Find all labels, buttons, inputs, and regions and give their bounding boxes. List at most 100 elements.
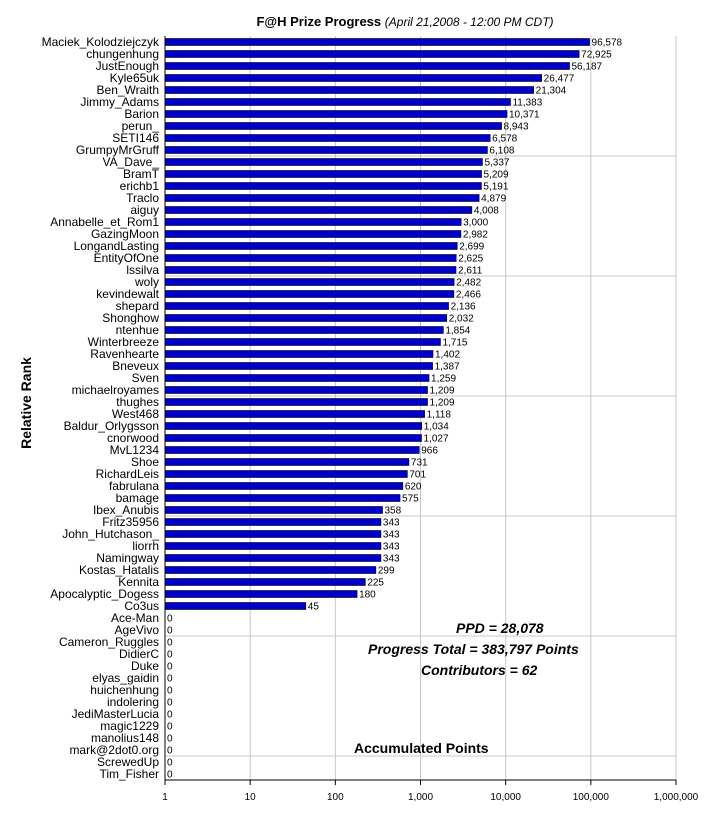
category-label: JediMasterLucia	[72, 707, 160, 721]
bar	[164, 506, 383, 514]
data-label: 0	[167, 710, 173, 721]
bar	[164, 98, 511, 106]
bar	[164, 374, 430, 382]
bar	[164, 410, 425, 418]
bar	[164, 50, 580, 58]
data-label: 6,578	[492, 134, 517, 145]
category-label: Ravenhearte	[90, 347, 159, 361]
data-label: 620	[405, 482, 422, 493]
bar	[164, 326, 444, 334]
category-label: perun_	[122, 119, 160, 133]
data-label: 5,337	[484, 158, 509, 169]
data-label: 2,482	[456, 278, 481, 289]
data-label: 0	[167, 698, 173, 709]
category-label: Sven	[132, 371, 159, 385]
bar	[164, 254, 457, 262]
category-label: Tim_Fisher	[99, 767, 159, 781]
bar	[164, 218, 462, 226]
bar	[164, 542, 382, 550]
bar	[164, 74, 542, 82]
bar	[164, 230, 462, 238]
data-label: 72,925	[581, 50, 612, 61]
bar	[164, 194, 480, 202]
data-label: 358	[385, 506, 402, 517]
bar	[164, 602, 307, 610]
category-label: BramT	[123, 167, 160, 181]
category-label: Kostas_Hatalis	[79, 563, 159, 577]
data-label: 4,879	[481, 194, 506, 205]
data-label: 0	[167, 746, 173, 757]
category-label: erichb1	[120, 179, 160, 193]
x-tick-label: 1,000,000	[654, 792, 699, 803]
data-label: 343	[383, 518, 400, 529]
data-label: 1,715	[442, 338, 467, 349]
bar	[164, 434, 422, 442]
bar	[164, 422, 423, 430]
category-label: VA_Dave_	[103, 155, 160, 169]
category-label: manolius148	[91, 731, 159, 745]
bar	[164, 530, 382, 538]
category-label: chungenhung	[86, 47, 159, 61]
category-label: Kyle65uk	[110, 71, 160, 85]
data-label: 575	[402, 494, 419, 505]
category-label: Shoe	[131, 455, 159, 469]
data-label: 0	[167, 734, 173, 745]
data-label: 1,387	[435, 362, 460, 373]
bar	[164, 170, 482, 178]
x-tick-label: 1,000	[408, 792, 433, 803]
bar	[164, 590, 358, 598]
data-label: 343	[383, 530, 400, 541]
bar	[164, 278, 455, 286]
category-label: Ben_Wraith	[97, 83, 159, 97]
category-label: liorrh	[132, 539, 159, 553]
data-label: 0	[167, 686, 173, 697]
bar	[164, 398, 428, 406]
category-label: Jimmy_Adams	[80, 95, 159, 109]
bar	[164, 158, 483, 166]
category-label: Annabelle_et_Rom1	[50, 215, 159, 229]
category-label: kevindewalt	[96, 287, 159, 301]
category-label: Apocalyptic_Dogess	[50, 587, 159, 601]
data-label: 96,578	[592, 38, 623, 49]
data-label: 2,032	[449, 314, 474, 325]
bar	[164, 518, 382, 526]
bar	[164, 110, 508, 118]
chart-title: F@H Prize Progress	[256, 14, 382, 29]
category-label: AgeVivo	[115, 623, 160, 637]
bar	[164, 458, 410, 466]
category-label: huichenhung	[90, 683, 159, 697]
data-label: 10,371	[509, 110, 540, 121]
data-label: 1,118	[427, 410, 452, 421]
data-label: 1,209	[430, 386, 455, 397]
data-label: 1,034	[424, 422, 449, 433]
bar	[164, 146, 488, 154]
chart-title-block: F@H Prize Progress (April 21,2008 - 12:0…	[0, 14, 710, 29]
data-label: 180	[359, 590, 376, 601]
category-label: GrumpyMrGruff	[76, 143, 160, 157]
bar	[164, 470, 408, 478]
category-label: Maciek_Kolodziejczyk	[42, 35, 160, 49]
data-label: 0	[167, 770, 173, 781]
data-label: 299	[378, 566, 395, 577]
data-label: 26,477	[544, 74, 575, 85]
x-tick-label: 100,000	[573, 792, 610, 803]
category-label: Winterbreeze	[88, 335, 160, 349]
data-label: 4,008	[474, 206, 499, 217]
bar	[164, 182, 482, 190]
data-label: 5,191	[483, 182, 508, 193]
x-tick-label: 10,000	[490, 792, 521, 803]
progress-total-annotation: Progress Total = 383,797 Points	[368, 641, 579, 657]
category-label: mark@2dot0.org	[69, 743, 159, 757]
bar	[164, 554, 382, 562]
category-label: elyas_gaidin	[92, 671, 159, 685]
category-label: Baldur_Orlygsson	[64, 419, 159, 433]
data-label: 731	[411, 458, 428, 469]
data-label: 1,259	[431, 374, 456, 385]
category-label: cnorwood	[107, 431, 159, 445]
category-label: magic1229	[100, 719, 159, 733]
bar	[164, 62, 570, 70]
data-label: 6,108	[489, 146, 514, 157]
category-label: fabrulana	[109, 479, 159, 493]
y-axis-label: Relative Rank	[17, 357, 34, 449]
contributors-annotation: Contributors = 62	[421, 662, 538, 678]
